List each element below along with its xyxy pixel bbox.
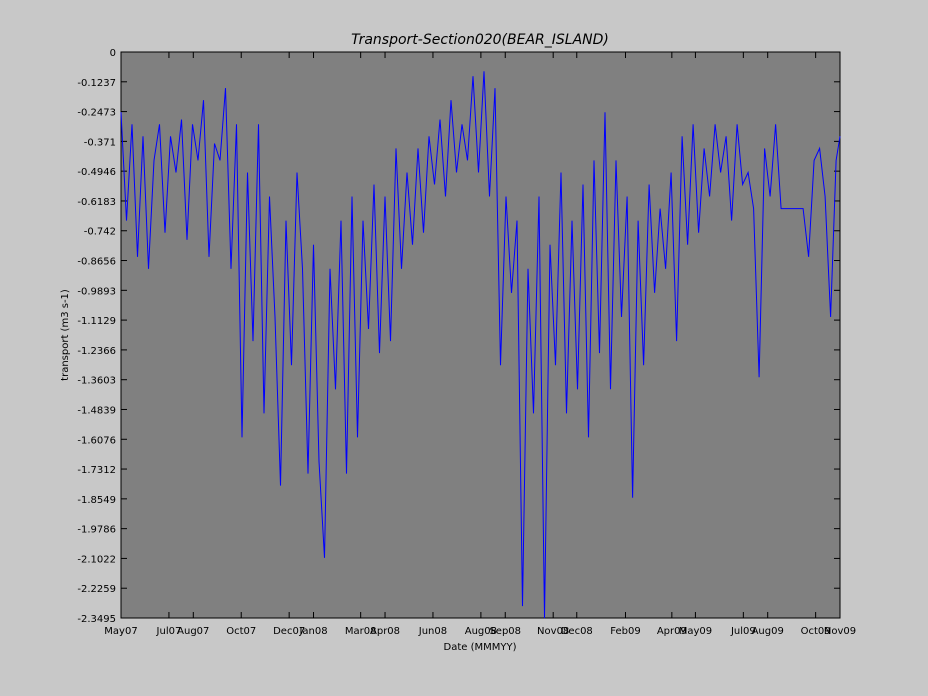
y-tick-label: -0.2473 bbox=[77, 108, 116, 119]
x-tick-label: Apr09 bbox=[657, 626, 687, 637]
y-tick-label: -0.742 bbox=[84, 227, 116, 238]
x-tick-label: Aug07 bbox=[177, 626, 209, 637]
series-line bbox=[120, 71, 841, 619]
plot-area bbox=[120, 51, 841, 619]
y-tick-label: -0.9893 bbox=[77, 286, 116, 297]
x-tick-label: Aug08 bbox=[465, 626, 497, 637]
chart-title: Transport-Section020(BEAR_ISLAND) bbox=[351, 32, 609, 48]
x-tick-label: Jul09 bbox=[730, 626, 756, 637]
y-tick-label: -0.6183 bbox=[77, 197, 116, 208]
y-tick-label: -1.9786 bbox=[77, 525, 116, 536]
y-tick-label: 0 bbox=[110, 48, 116, 59]
y-axis-label: transport (m3 s-1) bbox=[60, 289, 71, 381]
x-tick-label: Feb09 bbox=[610, 626, 640, 637]
y-tick-label: -2.3495 bbox=[77, 614, 116, 625]
y-tick-label: -1.8549 bbox=[77, 495, 116, 506]
y-tick-label: -0.371 bbox=[84, 137, 116, 148]
y-tick-label: -1.6076 bbox=[77, 435, 116, 446]
x-tick-label: Nov08 bbox=[537, 626, 569, 637]
x-tick-label: Jun08 bbox=[418, 626, 447, 637]
x-tick-label: Oct09 bbox=[801, 626, 831, 637]
y-tick-label: -2.1022 bbox=[77, 554, 116, 565]
y-tick-label: -2.2259 bbox=[77, 584, 116, 595]
x-tick-label: Sep08 bbox=[489, 626, 521, 637]
y-tick-label: -1.1129 bbox=[77, 316, 116, 327]
y-tick-label: -1.2366 bbox=[77, 346, 116, 357]
y-tick-label: -0.1237 bbox=[77, 78, 116, 89]
y-tick-label: -0.4946 bbox=[77, 167, 116, 178]
x-tick-label: Jan08 bbox=[298, 626, 327, 637]
x-tick-label: May07 bbox=[104, 626, 137, 637]
y-tick-label: -1.4839 bbox=[77, 405, 116, 416]
x-tick-label: May09 bbox=[679, 626, 712, 637]
x-tick-label: Nov09 bbox=[824, 626, 856, 637]
x-tick-label: Oct07 bbox=[226, 626, 256, 637]
y-tick-label: -1.7312 bbox=[77, 465, 116, 476]
x-tick-label: Dec07 bbox=[273, 626, 305, 637]
y-axis: 0 -0.1237 -0.2473 -0.371 -0.4946 -0.6183 -0.74… bbox=[77, 48, 840, 625]
x-axis-label: Date (MMMYY) bbox=[444, 642, 517, 653]
y-tick-label: -0.8656 bbox=[77, 257, 116, 268]
x-tick-label: Dec08 bbox=[561, 626, 593, 637]
y-tick-label: -1.3603 bbox=[77, 376, 116, 387]
x-tick-label: Apr08 bbox=[370, 626, 400, 637]
x-tick-label: Aug09 bbox=[752, 626, 784, 637]
x-tick-label: Jul07 bbox=[156, 626, 182, 637]
x-tick-label: Mar08 bbox=[345, 626, 377, 637]
